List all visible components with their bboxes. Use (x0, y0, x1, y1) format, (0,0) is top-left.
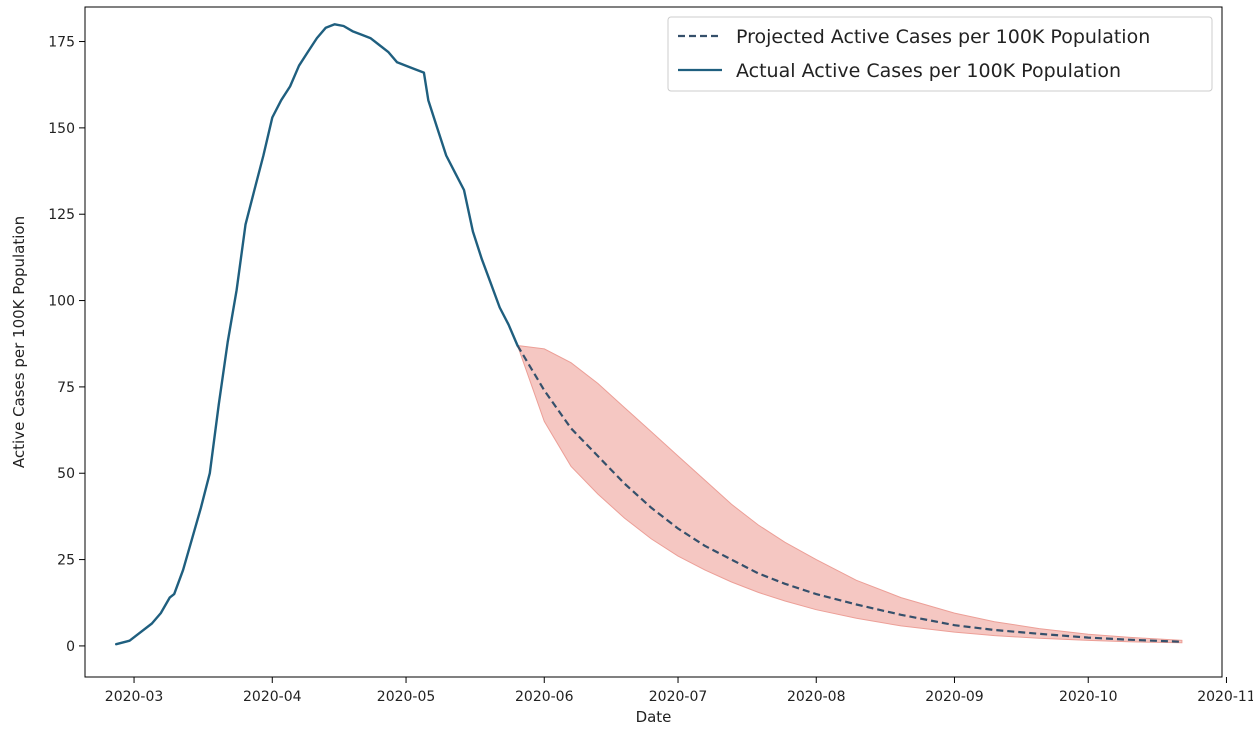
legend-label-projected: Projected Active Cases per 100K Populati… (736, 26, 1150, 48)
y-axis-label: Active Cases per 100K Population (10, 216, 28, 468)
legend: Projected Active Cases per 100K Populati… (667, 16, 1213, 92)
series-layer (114, 23, 1182, 646)
x-tick-label: 2020-08 (787, 689, 846, 705)
x-axis-label: Date (636, 708, 672, 726)
x-tick-label: 2020-10 (1059, 689, 1118, 705)
projection-band-layer (516, 344, 1183, 644)
projected-series-line (516, 344, 1182, 643)
x-tick-label: 2020-05 (377, 689, 436, 705)
plot-frame (84, 6, 1223, 678)
y-tick-label: 125 (48, 207, 75, 223)
y-tick-label: 75 (57, 380, 75, 396)
y-tick-label: 50 (57, 466, 75, 482)
legend-label-actual: Actual Active Cases per 100K Population (736, 60, 1121, 82)
y-tick-label: 25 (57, 553, 75, 569)
projection-confidence-band (516, 344, 1183, 644)
x-tick-label: 2020-04 (243, 689, 302, 705)
x-axis: 2020-03 2020-04 2020-05 2020-06 2020-07 2020-… (105, 677, 1253, 705)
y-axis: 0 25 50 75 100 125 150 175 (48, 35, 85, 655)
y-tick-label: 0 (66, 639, 75, 655)
x-tick-label: 2020-07 (649, 689, 708, 705)
x-tick-label: 2020-06 (515, 689, 574, 705)
y-tick-label: 175 (48, 35, 75, 51)
legend-box (667, 16, 1213, 92)
actual-series-line (114, 23, 519, 646)
x-tick-label: 2020-11 (1197, 689, 1253, 705)
y-tick-label: 100 (48, 294, 75, 310)
y-tick-label: 150 (48, 121, 75, 137)
x-tick-label: 2020-03 (105, 689, 164, 705)
x-tick-label: 2020-09 (925, 689, 984, 705)
